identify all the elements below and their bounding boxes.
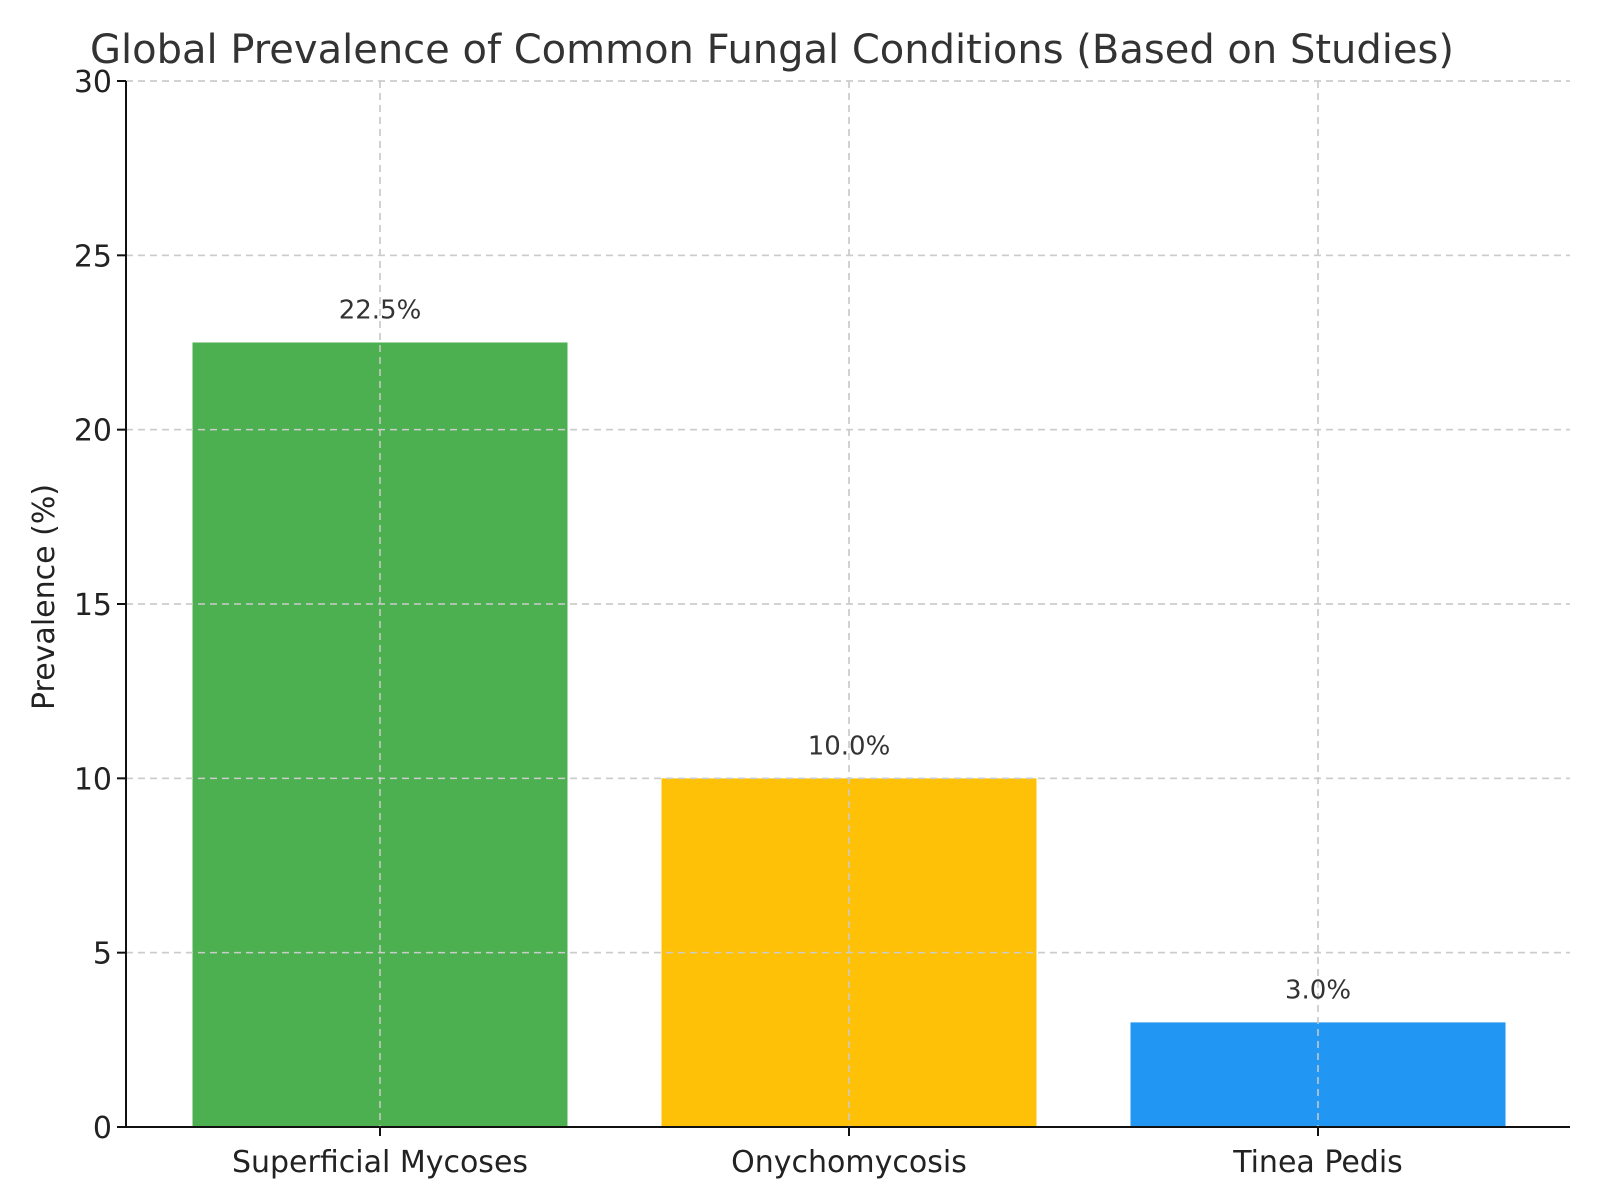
bar	[1130, 1022, 1506, 1127]
x-tick-label: Superficial Mycoses	[232, 1145, 528, 1180]
y-tick-label: 0	[93, 1111, 112, 1146]
ticks: 0 5 10 15 20 25 30 Superficial Mycoses Onychomyc…	[74, 65, 1403, 1180]
y-tick-label: 25	[74, 239, 112, 274]
y-tick-label: 15	[74, 588, 112, 623]
x-tick-label: Onychomycosis	[731, 1145, 967, 1180]
bar-value-label: 3.0%	[1285, 975, 1351, 1005]
bar-value-label: 10.0%	[808, 731, 891, 761]
y-axis-title: Prevalence (%)	[27, 484, 62, 710]
chart-title: Global Prevalence of Common Fungal Condi…	[90, 27, 1454, 73]
y-tick-label: 30	[74, 65, 112, 100]
y-tick-label: 20	[74, 414, 112, 449]
x-tick-label: Tinea Pedis	[1232, 1145, 1403, 1180]
bar-value-label: 22.5%	[339, 296, 422, 326]
y-tick-label: 10	[74, 762, 112, 797]
value-labels: 22.5% 10.0% 3.0%	[339, 296, 1351, 1006]
y-tick-label: 5	[93, 937, 112, 972]
